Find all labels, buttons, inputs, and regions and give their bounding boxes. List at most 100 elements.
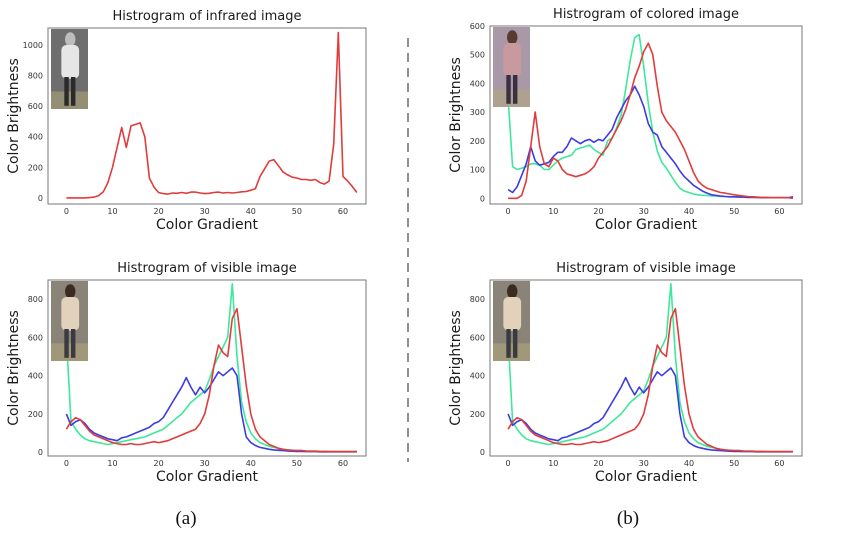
y-tick-label: 400 <box>470 372 485 381</box>
x-tick-label: 50 <box>729 207 739 216</box>
x-axis-label: Color Gradient <box>156 217 258 233</box>
y-tick-label: 0 <box>480 194 485 203</box>
y-axis-label: Color Brightness <box>448 57 464 173</box>
x-tick-label: 0 <box>64 207 69 216</box>
thumbnail-floor <box>51 91 88 109</box>
thumbnail-leg <box>70 329 76 358</box>
thumbnail-leg <box>64 329 69 358</box>
y-tick-label: 0 <box>38 448 43 457</box>
x-tick-label: 40 <box>684 207 694 216</box>
series-line-red <box>507 307 793 453</box>
thumbnail-head <box>507 284 518 299</box>
chart-title: Histrogram of colored image <box>553 7 739 22</box>
thumbnail-floor <box>51 343 88 361</box>
x-tick-label: 0 <box>506 459 511 468</box>
x-tick-label: 20 <box>154 207 164 216</box>
x-tick-label: 60 <box>338 459 348 468</box>
panel-label-b: (b) <box>617 508 639 529</box>
series-line-green <box>507 282 793 453</box>
y-tick-label: 600 <box>470 333 485 342</box>
x-tick-label: 10 <box>107 459 117 468</box>
plot-frame <box>489 25 803 205</box>
thumbnail-leg <box>506 75 511 104</box>
y-tick-label: 200 <box>28 163 43 172</box>
y-tick-label: 200 <box>470 410 485 419</box>
x-tick-label: 60 <box>774 459 784 468</box>
x-tick-label: 30 <box>200 207 210 216</box>
thumbnail-image <box>51 29 88 109</box>
x-tick-label: 20 <box>593 459 603 468</box>
y-tick-label: 400 <box>470 79 485 88</box>
series-line-green <box>507 33 793 199</box>
x-axis-label: Color Gradient <box>595 217 697 233</box>
x-axis-label: Color Gradient <box>156 469 258 485</box>
y-axis-label: Color Brightness <box>6 58 22 174</box>
y-tick-label: 600 <box>28 333 43 342</box>
x-tick-label: 50 <box>292 459 302 468</box>
thumbnail-leg <box>506 329 511 358</box>
y-tick-label: 300 <box>470 108 485 117</box>
thumbnail-leg <box>70 77 76 106</box>
y-tick-label: 800 <box>28 71 43 80</box>
thumbnail-torso <box>503 297 522 331</box>
series-line-red <box>66 31 358 199</box>
thumbnail-image <box>493 27 530 107</box>
x-tick-label: 30 <box>639 207 649 216</box>
thumbnail-leg <box>512 75 518 104</box>
y-tick-label: 0 <box>480 448 485 457</box>
y-axis-label: Color Brightness <box>448 310 464 426</box>
x-tick-label: 10 <box>107 207 117 216</box>
y-tick-label: 0 <box>38 194 43 203</box>
y-tick-label: 600 <box>28 102 43 111</box>
x-tick-label: 10 <box>548 459 558 468</box>
plot-frame <box>47 279 367 457</box>
thumbnail-image <box>51 281 88 361</box>
y-tick-label: 400 <box>28 372 43 381</box>
y-tick-label: 800 <box>470 295 485 304</box>
x-tick-label: 0 <box>64 459 69 468</box>
x-tick-label: 60 <box>338 207 348 216</box>
y-tick-label: 100 <box>470 166 485 175</box>
chart-title: Histrogram of visible image <box>556 261 735 276</box>
thumbnail-head <box>65 32 76 47</box>
x-tick-label: 20 <box>154 459 164 468</box>
x-axis-label: Color Gradient <box>595 469 697 485</box>
x-tick-label: 50 <box>292 207 302 216</box>
x-tick-label: 0 <box>506 207 511 216</box>
y-tick-label: 800 <box>28 295 43 304</box>
chart-title: Histrogram of visible image <box>117 261 296 276</box>
x-tick-label: 20 <box>593 207 603 216</box>
y-axis-label: Color Brightness <box>6 310 22 426</box>
thumbnail-floor <box>493 89 530 107</box>
x-tick-label: 30 <box>639 459 649 468</box>
thumbnail-head <box>507 30 518 45</box>
x-tick-label: 50 <box>729 459 739 468</box>
chart-title: Histrogram of infrared image <box>113 9 302 24</box>
thumbnail-torso <box>503 43 522 77</box>
thumbnail-leg <box>64 77 69 106</box>
y-tick-label: 200 <box>28 410 43 419</box>
thumbnail-image <box>493 281 530 361</box>
y-tick-label: 400 <box>28 133 43 142</box>
y-tick-label: 500 <box>470 51 485 60</box>
x-tick-label: 60 <box>774 207 784 216</box>
plot-frame <box>489 279 803 457</box>
x-tick-label: 40 <box>246 207 256 216</box>
x-tick-label: 40 <box>684 459 694 468</box>
thumbnail-torso <box>61 45 80 79</box>
y-tick-label: 1000 <box>23 41 43 50</box>
x-tick-label: 10 <box>548 207 558 216</box>
series-line-blue <box>507 85 794 199</box>
thumbnail-torso <box>61 297 80 331</box>
x-tick-label: 30 <box>200 459 210 468</box>
y-tick-label: 200 <box>470 137 485 146</box>
thumbnail-leg <box>512 329 518 358</box>
series-line-green <box>65 282 357 453</box>
panel-label-a: (a) <box>175 508 196 529</box>
thumbnail-floor <box>493 343 530 361</box>
series-line-red <box>65 307 357 453</box>
thumbnail-head <box>65 284 76 299</box>
y-tick-label: 600 <box>470 22 485 31</box>
series-line-red <box>508 42 794 200</box>
